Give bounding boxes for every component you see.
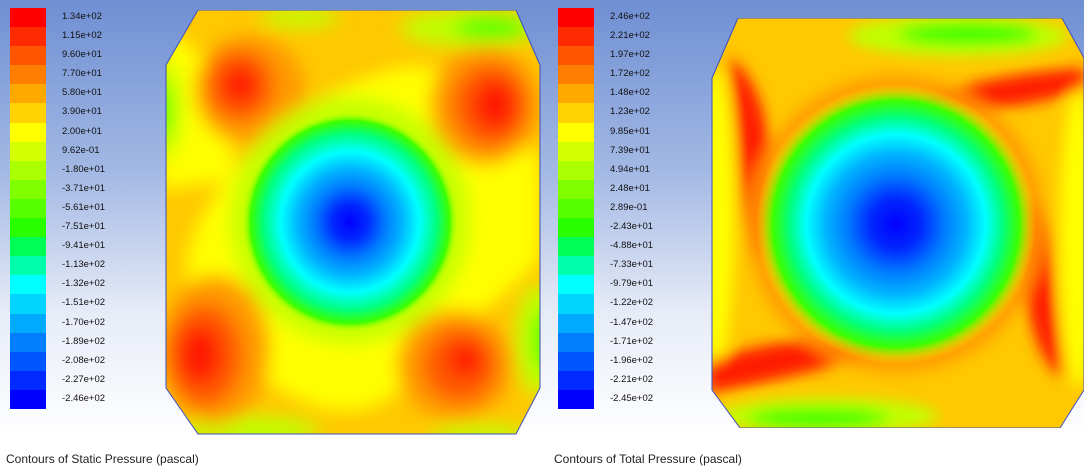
total-pressure-colorbar-swatch [558,103,594,123]
total-pressure-colorbar-label: 4.94e+01 [610,163,650,175]
static-pressure-caption-area: Contours of Static Pressure (pascal) [0,436,548,468]
static-pressure-colorbar-swatch [10,389,46,409]
static-pressure-colorbar-swatch [10,160,46,180]
static-pressure-colorbar-label: 1.34e+02 [62,11,102,22]
static-pressure-pane: 1.34e+02 1.15e+02 9.60e+01 7.70e+01 5.80e+01… [0,0,548,468]
total-pressure-colorbar-swatch [558,198,594,219]
total-pressure-colorbar-swatch [558,160,594,180]
static-pressure-colorbar-label: -7.51e+01 [62,221,106,233]
total-pressure-colorbar-label: 1.97e+02 [610,49,650,61]
static-pressure-colorbar-label: -1.51e+02 [62,297,106,309]
static-pressure-colorbar-swatch [10,351,46,371]
static-pressure-colorbar-label: -3.71e+01 [62,182,106,194]
static-pressure-colorbar-swatch [10,179,46,199]
total-pressure-colorbar-label: 1.23e+02 [610,106,650,118]
static-pressure-colorbar-label: -1.80e+01 [62,163,106,175]
total-pressure-colorbar-swatch [558,218,594,238]
total-pressure-colorbar-swatch [558,65,594,85]
static-pressure-colorbar-swatch [10,313,46,333]
total-pressure-colorbar-label: -1.22e+02 [610,297,654,309]
static-pressure-colorbar-swatch [10,256,46,276]
total-pressure-colorbar-swatch [558,122,594,142]
total-pressure-colorbar-label: 2.48e+01 [610,182,650,194]
static-pressure-colorbar-label: 9.62e-01 [62,144,100,156]
static-pressure-contour-plot [165,10,541,435]
total-pressure-colorbar-label: -4.88e+01 [610,240,654,252]
total-pressure-viewport[interactable]: 2.46e+02 2.21e+02 1.97e+02 1.72e+02 1.48e+02… [548,0,1084,436]
static-pressure-colorbar-label: 9.60e+01 [62,49,102,61]
static-pressure-colorbar-label: 2.00e+01 [62,125,102,137]
total-pressure-colorbar-swatch [558,370,594,390]
total-pressure-colorbar-swatch [558,313,594,333]
total-pressure-colorbar-label: -9.79e+01 [610,278,654,290]
static-pressure-colorbar-label: -2.08e+02 [62,354,106,366]
static-pressure-colorbar-label: -2.27e+02 [62,373,106,385]
total-pressure-colorbar-swatch [558,179,594,199]
static-pressure-colorbar-swatch [10,122,46,142]
static-pressure-colorbar-swatch [10,332,46,352]
total-pressure-colorbar-label: -7.33e+01 [610,259,654,271]
total-pressure-colorbar-label: -2.43e+01 [610,221,654,233]
total-pressure-colorbar-label: -1.47e+02 [610,316,654,328]
static-pressure-colorbar-swatch [10,46,46,66]
total-pressure-colorbar-label: 9.85e+01 [610,125,650,137]
static-pressure-colorbar-label: -1.32e+02 [62,278,106,290]
total-pressure-colorbar-label: -2.45e+02 [610,392,654,404]
total-pressure-colorbar-swatch [558,256,594,276]
total-pressure-colorbar-swatch [558,27,594,47]
static-pressure-colorbar-label: -5.61e+01 [62,201,106,213]
total-pressure-colorbar-swatch [558,294,594,314]
static-pressure-colorbar-swatch [10,294,46,314]
total-pressure-colorbar-swatch [558,332,594,352]
static-pressure-colorbar-swatch [10,275,46,295]
static-pressure-colorbar-swatch [10,65,46,85]
total-pressure-colorbar-label: 1.48e+02 [610,87,650,99]
total-pressure-caption-area: Contours of Total Pressure (pascal) [548,436,1084,468]
total-pressure-colorbar-swatch [558,141,594,161]
total-pressure-colorbar-label: 2.89e-01 [610,201,648,213]
static-pressure-colorbar-swatch [10,27,46,47]
static-pressure-colorbar-swatch [10,370,46,390]
total-pressure-colorbar-swatch [558,84,594,104]
static-pressure-colorbar-label: -9.41e+01 [62,240,106,252]
total-pressure-colorbar-label: 2.21e+02 [610,30,650,42]
static-pressure-colorbar-swatch [10,103,46,123]
total-pressure-colorbar-label: 1.72e+02 [610,68,650,80]
static-pressure-colorbar-label: 1.15e+02 [62,30,102,42]
static-pressure-colorbar-label: 3.90e+01 [62,106,102,118]
total-pressure-colorbar-swatch [558,46,594,66]
total-pressure-colorbar-swatch [558,389,594,409]
static-pressure-colorbar-label: -2.46e+02 [62,392,106,404]
total-pressure-colorbar-swatch [558,237,594,257]
total-pressure-contour-plot [711,18,1084,428]
static-pressure-viewport[interactable]: 1.34e+02 1.15e+02 9.60e+01 7.70e+01 5.80e+01… [0,0,548,436]
total-pressure-colorbar-swatch [558,351,594,371]
static-pressure-colorbar-label: -1.89e+02 [62,335,106,347]
static-pressure-caption: Contours of Static Pressure (pascal) [6,452,199,466]
static-pressure-colorbar-label: -1.70e+02 [62,316,106,328]
total-pressure-caption: Contours of Total Pressure (pascal) [554,452,742,466]
static-pressure-colorbar-swatch [10,84,46,104]
total-pressure-colorbar-swatch [558,8,594,28]
total-pressure-pane: 2.46e+02 2.21e+02 1.97e+02 1.72e+02 1.48e+02… [548,0,1084,468]
static-pressure-colorbar-label: 5.80e+01 [62,87,102,99]
static-pressure-colorbar-label: 7.70e+01 [62,68,102,80]
static-pressure-colorbar-swatch [10,198,46,219]
total-pressure-colorbar-label: -1.96e+02 [610,354,654,366]
static-pressure-colorbar-swatch [10,237,46,257]
static-pressure-colorbar-swatch [10,141,46,161]
static-pressure-colorbar-label: -1.13e+02 [62,259,106,271]
total-pressure-colorbar-label: -1.71e+02 [610,335,654,347]
total-pressure-colorbar-label: 7.39e+01 [610,144,650,156]
static-pressure-colorbar-swatch [10,8,46,28]
total-pressure-colorbar-swatch [558,275,594,295]
static-pressure-colorbar-swatch [10,218,46,238]
total-pressure-colorbar-label: 2.46e+02 [610,11,650,22]
total-pressure-colorbar-label: -2.21e+02 [610,373,654,385]
